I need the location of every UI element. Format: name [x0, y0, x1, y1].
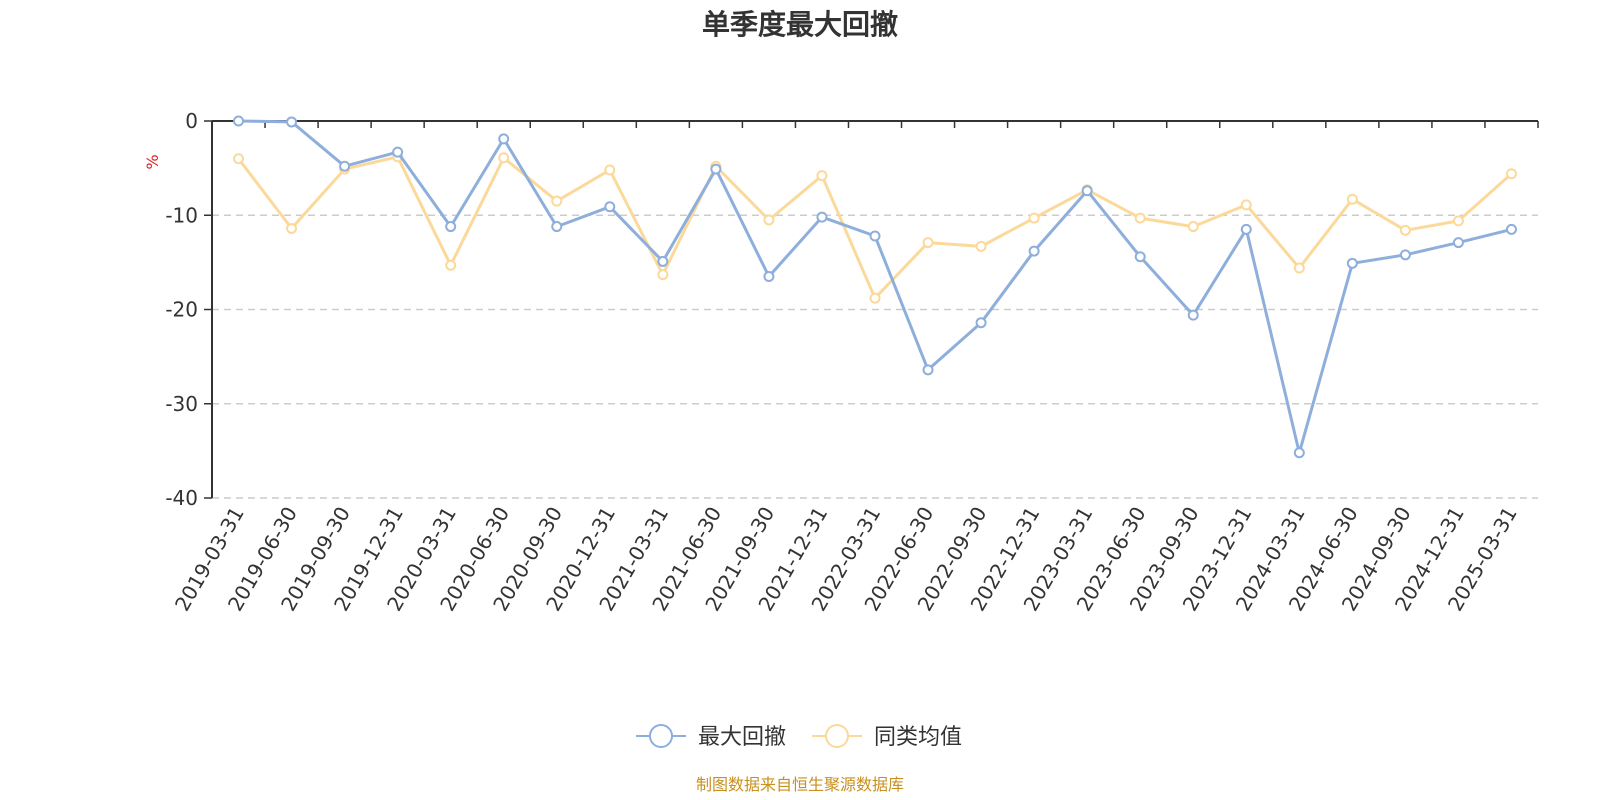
data-point — [1028, 245, 1040, 257]
data-point — [1134, 212, 1146, 224]
y-tick-label: 0 — [185, 109, 198, 133]
data-point — [1399, 224, 1411, 236]
y-tick-labels: 0 -10 -20 -30 -40 — [165, 109, 198, 510]
data-point — [1240, 199, 1252, 211]
series-group — [233, 115, 1517, 459]
data-point — [1293, 447, 1305, 459]
y-tick-label: -30 — [165, 392, 198, 416]
data-point — [233, 153, 245, 165]
data-point — [816, 170, 828, 182]
data-point — [604, 201, 616, 213]
data-point — [1452, 215, 1464, 227]
data-point — [869, 230, 881, 242]
axes — [204, 120, 1539, 499]
data-point — [763, 214, 775, 226]
data-point — [975, 317, 987, 329]
legend-marker-icon — [825, 724, 849, 748]
data-point — [657, 269, 669, 281]
data-point — [763, 271, 775, 283]
data-point — [1505, 168, 1517, 180]
y-tick-label: -20 — [165, 298, 198, 322]
data-point — [922, 364, 934, 376]
legend-marker-icon — [649, 724, 673, 748]
data-point — [445, 259, 457, 271]
data-point — [286, 116, 298, 128]
y-tick-label: -10 — [165, 203, 198, 227]
data-point — [710, 163, 722, 175]
data-point — [869, 292, 881, 304]
data-point — [604, 164, 616, 176]
data-point — [975, 240, 987, 252]
source-note: 制图数据来自恒生聚源数据库 — [696, 775, 904, 794]
data-point — [498, 133, 510, 145]
data-point — [1505, 223, 1517, 235]
y-tick-label: -40 — [165, 486, 198, 510]
data-point — [1028, 212, 1040, 224]
data-point — [922, 237, 934, 249]
data-point — [445, 221, 457, 233]
data-point — [657, 255, 669, 267]
data-point — [1346, 257, 1358, 269]
legend-item[interactable]: 同类均值 — [812, 724, 962, 750]
series-line — [237, 155, 1513, 300]
chart-title: 单季度最大回撤 — [702, 8, 898, 41]
legend[interactable]: 最大回撤 同类均值 — [636, 724, 962, 750]
data-point — [1081, 185, 1093, 197]
x-tick-labels: 2019-03-312019-06-302019-09-302019-12-31… — [170, 502, 1522, 615]
data-point — [339, 160, 351, 172]
data-point — [286, 222, 298, 234]
legend-label: 同类均值 — [874, 725, 962, 750]
data-point — [1452, 237, 1464, 249]
data-point — [1187, 309, 1199, 321]
legend-label: 最大回撤 — [698, 725, 786, 750]
data-point — [551, 221, 563, 233]
data-point — [551, 195, 563, 207]
data-point — [1346, 193, 1358, 205]
data-point — [233, 115, 245, 127]
data-point — [498, 152, 510, 164]
grid-lines — [212, 214, 1538, 499]
data-point — [816, 211, 828, 223]
data-point — [1399, 249, 1411, 261]
data-point — [1134, 251, 1146, 263]
legend-item[interactable]: 最大回撤 — [636, 724, 786, 750]
y-axis-label: % — [143, 154, 162, 169]
data-point — [392, 146, 404, 158]
data-point — [1240, 223, 1252, 235]
data-point — [1293, 262, 1305, 274]
data-point — [1187, 221, 1199, 233]
